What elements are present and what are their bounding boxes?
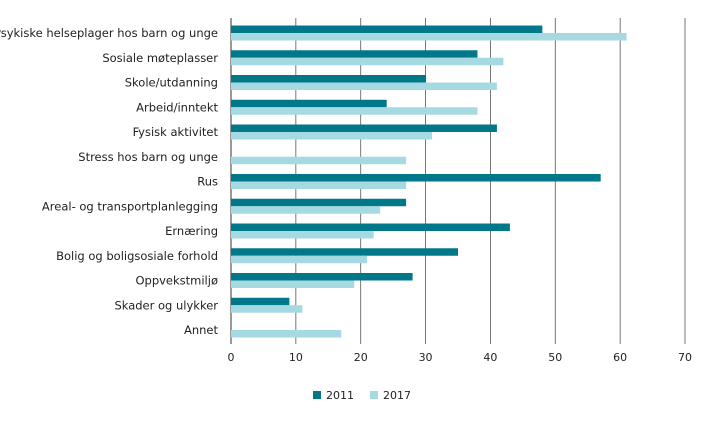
x-axis-ticks: 0 10 20 30 40 50 60 70 <box>228 351 693 364</box>
x-tick-label: 20 <box>354 351 368 364</box>
category-label: Arbeid/inntekt <box>136 100 218 114</box>
x-tick-label: 0 <box>228 351 235 364</box>
category-label: Bolig og boligsosiale forhold <box>56 249 218 263</box>
bar-2017-1 <box>231 57 504 66</box>
bar-2017-5 <box>231 156 407 165</box>
bar-2017-3 <box>231 107 478 115</box>
category-label: Ernæring <box>165 224 218 238</box>
bar-2011-9 <box>231 248 458 256</box>
x-tick-label: 70 <box>678 351 692 364</box>
legend-swatch-2011 <box>313 391 321 399</box>
bar-2011-4 <box>231 124 497 132</box>
bar-2017-10 <box>231 280 355 288</box>
x-tick-label: 60 <box>613 351 627 364</box>
legend: 2011 2017 <box>313 389 411 402</box>
bar-2017-12 <box>231 330 342 338</box>
category-label: Skader og ulykker <box>114 298 218 312</box>
bar-2011-11 <box>231 297 290 306</box>
bar-2017-6 <box>231 181 407 189</box>
legend-swatch-2017 <box>370 391 378 399</box>
x-tick-label: 40 <box>483 351 497 364</box>
legend-label: 2011 <box>326 389 354 402</box>
bar-2011-0 <box>231 25 543 33</box>
category-label: Stress hos barn og unge <box>78 150 218 164</box>
bar-2017-9 <box>231 255 368 264</box>
x-tick-label: 30 <box>419 351 433 364</box>
x-tick-label: 50 <box>548 351 562 364</box>
category-label: Psykiske helseplager hos barn og unge <box>0 26 218 40</box>
category-label: Sosiale møteplasser <box>102 51 218 65</box>
bar-2011-7 <box>231 198 407 207</box>
bar-2011-2 <box>231 75 426 83</box>
bar-2017-8 <box>231 231 374 239</box>
category-label: Skole/utdanning <box>125 76 218 90</box>
category-labels: Psykiske helseplager hos barn og unge Sos… <box>0 26 218 337</box>
bar-2011-8 <box>231 223 510 231</box>
bar-2011-10 <box>231 273 413 281</box>
category-label: Annet <box>184 323 219 337</box>
bar-2017-2 <box>231 82 497 90</box>
category-label: Oppvekstmiljø <box>135 274 218 288</box>
bar-2011-3 <box>231 99 387 108</box>
bar-2017-11 <box>231 305 303 313</box>
bars <box>231 25 627 338</box>
bar-2017-7 <box>231 206 381 214</box>
legend-label: 2017 <box>383 389 411 402</box>
category-label: Areal- og transportplanlegging <box>42 199 218 213</box>
bar-2017-4 <box>231 132 433 140</box>
category-label: Fysisk aktivitet <box>133 125 219 139</box>
bar-2017-0 <box>231 33 627 41</box>
category-label: Rus <box>197 175 218 189</box>
bar-2011-6 <box>231 174 601 182</box>
x-tick-label: 10 <box>289 351 303 364</box>
bar-2011-1 <box>231 50 478 58</box>
